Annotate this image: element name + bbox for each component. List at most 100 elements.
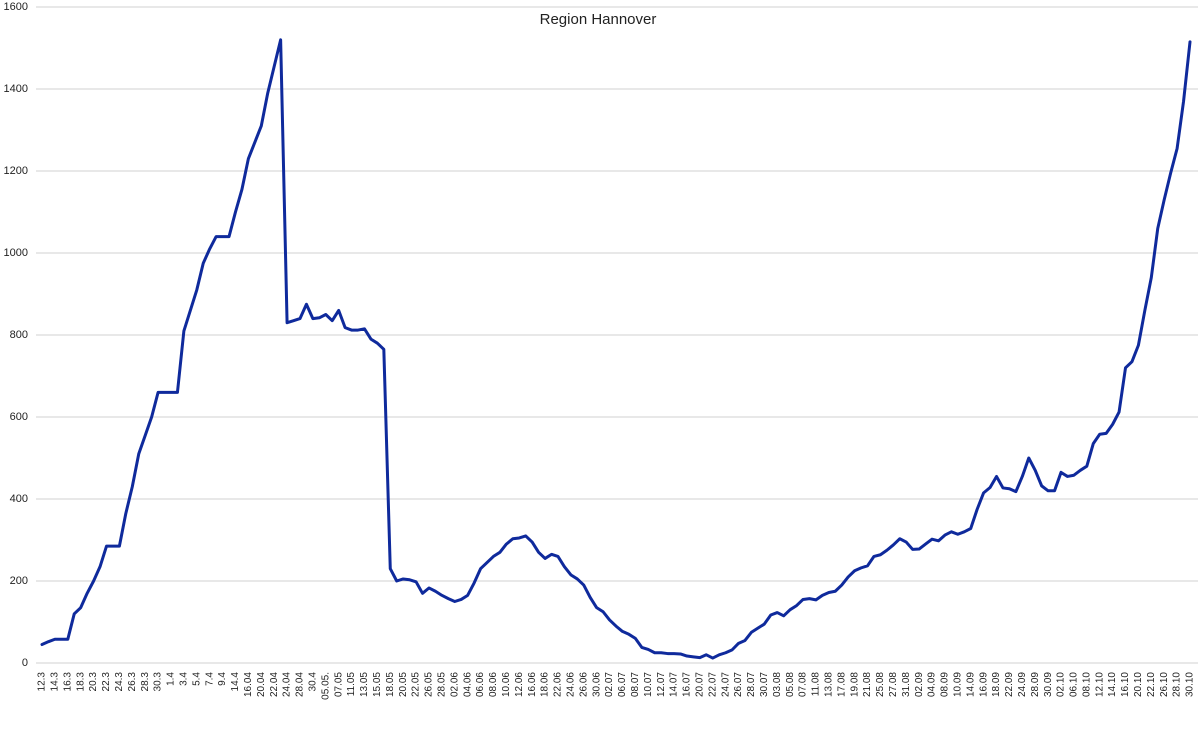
x-tick-label: 12.3 [37, 672, 48, 692]
x-tick-label: 28.3 [140, 672, 151, 692]
x-tick-label: 24.06 [565, 672, 576, 697]
y-tick-label: 1400 [4, 83, 28, 95]
x-tick-label: 22.06 [553, 672, 564, 697]
x-tick-label: 13.05 [359, 672, 370, 697]
x-tick-label: 12.10 [1094, 672, 1105, 697]
x-tick-label: 20.10 [1133, 672, 1144, 697]
x-tick-label: 04.09 [927, 672, 938, 697]
x-tick-label: 11.08 [811, 672, 822, 697]
x-tick-label: 11.05 [346, 672, 357, 697]
x-tick-label: 19.08 [849, 672, 860, 697]
x-tick-label: 02.07 [604, 672, 615, 697]
x-tick-label: 04.06 [462, 672, 473, 697]
x-tick-label: 28.07 [746, 672, 757, 697]
x-tick-label: 14.4 [230, 672, 241, 692]
x-tick-label: 02.09 [914, 672, 925, 697]
y-tick-label: 200 [10, 575, 28, 587]
x-tick-label: 06.10 [1069, 672, 1080, 697]
x-tick-label: 21.08 [862, 672, 873, 697]
x-tick-label: 26.06 [578, 672, 589, 697]
x-tick-label: 25.08 [875, 672, 886, 697]
x-tick-label: 24.04 [282, 672, 293, 697]
y-tick-label: 800 [10, 329, 28, 341]
x-tick-label: 12.06 [514, 672, 525, 697]
x-tick-label: 16.04 [243, 672, 254, 697]
x-tick-label: 18.09 [991, 672, 1002, 697]
x-tick-label: 26.07 [733, 672, 744, 697]
x-tick-label: 30.07 [759, 672, 770, 697]
chart-title: Region Hannover [540, 11, 657, 28]
x-tick-label: 3.4 [179, 672, 190, 686]
x-tick-label: 07.08 [798, 672, 809, 697]
x-tick-label: 22.07 [707, 672, 718, 697]
x-tick-label: 26.05 [424, 672, 435, 697]
x-tick-label: 18.3 [75, 672, 86, 692]
x-tick-label: 02.10 [1056, 672, 1067, 697]
x-tick-label: 28.10 [1172, 672, 1183, 697]
y-tick-label: 600 [10, 411, 28, 423]
y-tick-label: 400 [10, 493, 28, 505]
x-tick-label: 30.4 [308, 672, 319, 692]
x-tick-label: 24.09 [1017, 672, 1028, 697]
x-tick-label: 14.10 [1107, 672, 1118, 697]
x-tick-label: 28.04 [295, 672, 306, 697]
x-tick-label: 06.07 [617, 672, 628, 697]
x-tick-label: 18.05 [385, 672, 396, 697]
data-line [40, 38, 1192, 660]
x-tick-label: 24.3 [114, 672, 125, 692]
y-tick-label: 0 [22, 657, 28, 669]
x-tick-label: 27.08 [888, 672, 899, 697]
x-tick-label: 16.06 [527, 672, 538, 697]
x-tick-label: 12.07 [656, 672, 667, 697]
y-tick-label: 1600 [4, 1, 28, 13]
x-tick-label: 20.05 [398, 672, 409, 697]
x-tick-label: 06.06 [475, 672, 486, 697]
x-tick-label: 16.07 [682, 672, 693, 697]
x-tick-label: 08.07 [630, 672, 641, 697]
x-tick-label: 16.09 [978, 672, 989, 697]
x-tick-label: 30.06 [591, 672, 602, 697]
y-tick-label: 1000 [4, 247, 28, 259]
x-tick-label: 18.06 [540, 672, 551, 697]
x-tick-label: 08.09 [940, 672, 951, 697]
x-tick-label: 7.4 [204, 672, 215, 686]
x-tick-label: 22.10 [1146, 672, 1157, 697]
x-tick-label: 17.08 [836, 672, 847, 697]
x-tick-label: 16.10 [1120, 672, 1131, 697]
x-tick-label: 30.10 [1185, 672, 1196, 697]
x-tick-label: 03.08 [772, 672, 783, 697]
x-tick-label: 22.04 [269, 672, 280, 697]
x-tick-label: 22.09 [1004, 672, 1015, 697]
x-tick-label: 31.08 [901, 672, 912, 697]
x-tick-label: 10.09 [952, 672, 963, 697]
x-tick-label: 26.10 [1159, 672, 1170, 697]
x-tick-label: 07.05 [333, 672, 344, 697]
x-tick-label: 10.07 [643, 672, 654, 697]
x-tick-label: 20.3 [88, 672, 99, 692]
x-tick-label: 1.4 [166, 672, 177, 686]
x-tick-label: 14.07 [669, 672, 680, 697]
x-tick-label: 15.05 [372, 672, 383, 697]
x-tick-label: 22.3 [101, 672, 112, 692]
x-tick-label: 14.09 [965, 672, 976, 697]
x-tick-label: 28.09 [1030, 672, 1041, 697]
x-tick-label: 10.06 [501, 672, 512, 697]
x-tick-label: 02.06 [449, 672, 460, 697]
x-tick-label: 30.3 [153, 672, 164, 692]
x-tick-label: 24.07 [720, 672, 731, 697]
x-tick-label: 20.07 [694, 672, 705, 697]
x-tick-label: 13.08 [823, 672, 834, 697]
x-tick-label: 05.05. [320, 672, 331, 700]
x-tick-label: 30.09 [1043, 672, 1054, 697]
x-tick-label: 20.04 [256, 672, 267, 697]
x-tick-label: 22.05 [411, 672, 422, 697]
x-tick-label: 14.3 [50, 672, 61, 692]
x-tick-label: 08.06 [488, 672, 499, 697]
x-tick-label: 16.3 [62, 672, 73, 692]
x-tick-label: 08.10 [1081, 672, 1092, 697]
x-tick-label: 26.3 [127, 672, 138, 692]
x-tick-label: 9.4 [217, 672, 228, 686]
